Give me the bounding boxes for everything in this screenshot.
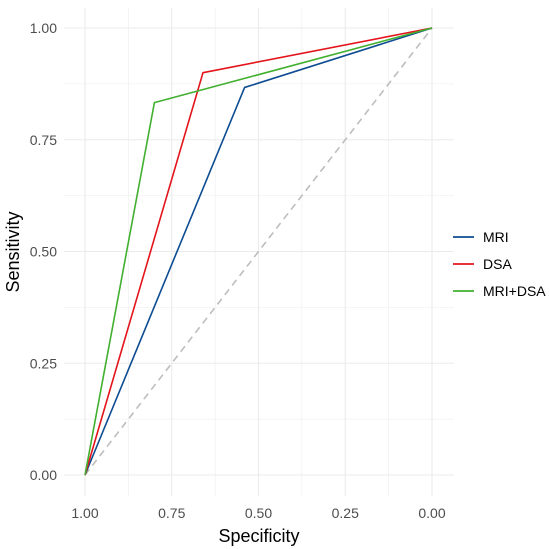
legend-label-dsa: DSA xyxy=(483,256,512,272)
x-tick-label: 0.50 xyxy=(245,505,272,521)
x-tick-label: 0.75 xyxy=(158,505,185,521)
y-tick-label: 0.50 xyxy=(30,244,57,260)
legend-label-mri-dsa: MRI+DSA xyxy=(483,283,546,299)
reference-line xyxy=(84,27,433,476)
x-tick-label: 1.00 xyxy=(71,505,98,521)
x-axis-ticks: 1.00 0.75 0.50 0.25 0.00 xyxy=(71,505,445,521)
legend-label-mri: MRI xyxy=(483,229,509,245)
grid xyxy=(64,8,454,496)
y-tick-label: 1.00 xyxy=(30,20,57,36)
x-tick-label: 0.25 xyxy=(332,505,359,521)
series-line-dsa xyxy=(84,27,433,476)
reference-diagonal xyxy=(84,27,433,476)
x-axis-title: Specificity xyxy=(218,526,299,546)
y-tick-label: 0.25 xyxy=(30,355,57,371)
series-lines xyxy=(84,27,433,476)
y-axis-ticks: 0.00 0.25 0.50 0.75 1.00 xyxy=(30,20,57,483)
series-line-mri xyxy=(84,27,433,476)
series-line-mri-dsa xyxy=(84,27,433,476)
y-axis-title: Sensitivity xyxy=(3,211,23,292)
y-tick-label: 0.75 xyxy=(30,132,57,148)
y-tick-label: 0.00 xyxy=(30,467,57,483)
x-tick-label: 0.00 xyxy=(418,505,445,521)
legend: MRI DSA MRI+DSA xyxy=(453,229,546,299)
